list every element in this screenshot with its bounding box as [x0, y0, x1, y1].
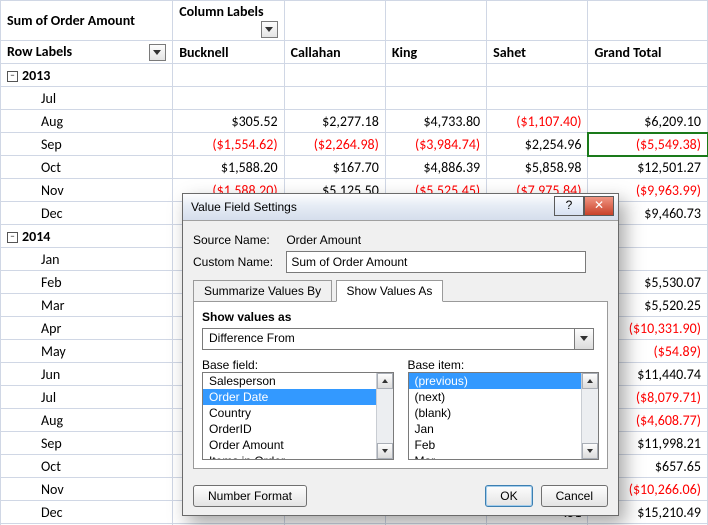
value-field-settings-dialog: Value Field Settings ? ✕ Source Name: Or…	[182, 193, 619, 516]
cell: ($1,554.62)	[173, 133, 284, 156]
month-label: Aug	[1, 409, 173, 432]
tabs: Summarize Values By Show Values As	[193, 279, 608, 301]
col-sahet: Sahet	[487, 41, 588, 64]
month-label: Oct	[1, 156, 173, 179]
scroll-up-icon[interactable]	[582, 373, 598, 389]
list-item[interactable]: Order Amount	[203, 437, 393, 453]
cell	[173, 87, 284, 110]
col-bucknell: Bucknell	[173, 41, 284, 64]
row-labels-header[interactable]: Row Labels	[1, 41, 173, 64]
year-2014[interactable]: −2014	[1, 225, 173, 248]
cell: ($1,107.40)	[487, 110, 588, 133]
cancel-button[interactable]: Cancel	[541, 485, 608, 507]
list-item[interactable]: Order Date	[203, 389, 393, 405]
month-label: Mar	[1, 294, 173, 317]
dialog-body: Source Name: Order Amount Custom Name: S…	[183, 221, 618, 477]
tab-summarize[interactable]: Summarize Values By	[193, 280, 332, 301]
month-label: Jul	[1, 87, 173, 110]
scroll-down-icon[interactable]	[582, 443, 598, 459]
number-format-button[interactable]: Number Format	[193, 485, 307, 507]
combo-value: Difference From	[203, 329, 301, 347]
scrollbar[interactable]	[581, 373, 598, 459]
cell	[284, 87, 385, 110]
base-item-label: Base item:	[408, 358, 600, 372]
row-labels-filter[interactable]	[149, 44, 166, 61]
collapse-icon[interactable]: −	[7, 71, 18, 82]
cell	[487, 87, 588, 110]
month-label: Jun	[1, 363, 173, 386]
source-name-label: Source Name:	[193, 233, 283, 247]
cell: $1,588.20	[173, 156, 284, 179]
month-label: Apr	[1, 317, 173, 340]
tab-panel: Show values as Difference From Base fiel…	[193, 301, 608, 469]
month-label: Dec	[1, 501, 173, 524]
list-item[interactable]: Items in Order	[203, 453, 393, 460]
month-label: Nov	[1, 478, 173, 501]
list-item[interactable]: (previous)	[409, 373, 599, 389]
month-label: Dec	[1, 202, 173, 225]
custom-name-label: Custom Name:	[193, 255, 283, 269]
help-button[interactable]: ?	[554, 196, 584, 216]
list-item[interactable]: Feb	[409, 437, 599, 453]
month-label: Aug	[1, 110, 173, 133]
show-values-as-label: Show values as	[202, 310, 291, 324]
list-item[interactable]: Salesperson	[203, 373, 393, 389]
dialog-footer: Number Format OK Cancel	[183, 477, 618, 515]
list-item[interactable]: Jan	[409, 421, 599, 437]
month-label: Jan	[1, 248, 173, 271]
month-label: Feb	[1, 271, 173, 294]
scrollbar[interactable]	[376, 373, 393, 459]
dialog-titlebar[interactable]: Value Field Settings ? ✕	[183, 194, 618, 221]
month-label: Jul	[1, 386, 173, 409]
cell	[385, 87, 486, 110]
sum-of-order-amount-label: Sum of Order Amount	[1, 1, 173, 41]
base-field-label: Base field:	[202, 358, 394, 372]
tab-show-values-as[interactable]: Show Values As	[336, 280, 444, 302]
year-2013[interactable]: −2013	[1, 64, 173, 87]
cell: $5,858.98	[487, 156, 588, 179]
col-king: King	[385, 41, 486, 64]
cell: $12,501.27	[588, 156, 708, 179]
list-item[interactable]: OrderID	[203, 421, 393, 437]
cell: $305.52	[173, 110, 284, 133]
column-labels-filter[interactable]	[261, 21, 278, 38]
cell: ($2,264.98)	[284, 133, 385, 156]
month-label: Sep	[1, 432, 173, 455]
scroll-down-icon[interactable]	[377, 443, 393, 459]
cell: $2,254.96	[487, 133, 588, 156]
cell: $6,209.10	[588, 110, 708, 133]
list-item[interactable]: Mar	[409, 453, 599, 460]
list-item[interactable]: Country	[203, 405, 393, 421]
cell: $167.70	[284, 156, 385, 179]
close-button[interactable]: ✕	[584, 196, 614, 216]
month-label: Sep	[1, 133, 173, 156]
cell: $4,733.80	[385, 110, 486, 133]
base-field-listbox[interactable]: SalespersonOrder DateCountryOrderIDOrder…	[202, 372, 394, 460]
month-label: May	[1, 340, 173, 363]
scroll-up-icon[interactable]	[377, 373, 393, 389]
cell	[588, 87, 708, 110]
show-values-as-combo[interactable]: Difference From	[202, 328, 594, 350]
chevron-down-icon[interactable]	[574, 329, 593, 349]
month-label: Oct	[1, 455, 173, 478]
month-label: Nov	[1, 179, 173, 202]
collapse-icon[interactable]: −	[7, 232, 18, 243]
column-labels-header[interactable]: Column Labels	[173, 1, 284, 41]
col-grand-total: Grand Total	[588, 41, 708, 64]
cell: $2,277.18	[284, 110, 385, 133]
list-item[interactable]: (blank)	[409, 405, 599, 421]
base-item-listbox[interactable]: (previous)(next)(blank)JanFebMar	[408, 372, 600, 460]
source-name-value: Order Amount	[286, 233, 361, 247]
cell: ($5,549.38)	[588, 133, 708, 156]
dialog-title: Value Field Settings	[191, 200, 297, 214]
cell: ($3,984.74)	[385, 133, 486, 156]
custom-name-input[interactable]	[286, 251, 586, 273]
col-callahan: Callahan	[284, 41, 385, 64]
list-item[interactable]: (next)	[409, 389, 599, 405]
ok-button[interactable]: OK	[485, 485, 532, 507]
cell: $4,886.39	[385, 156, 486, 179]
